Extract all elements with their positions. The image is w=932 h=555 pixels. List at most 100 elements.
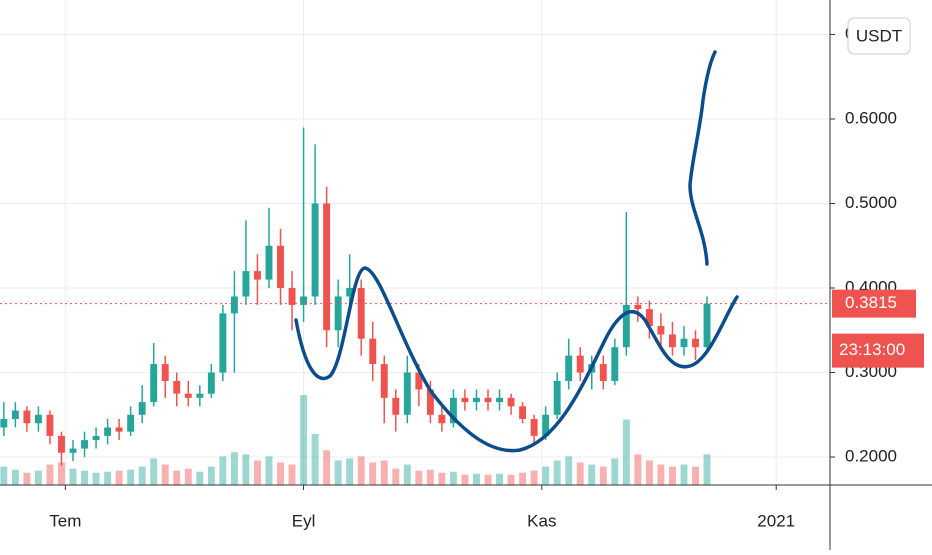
volume-bar [496, 473, 503, 485]
candle-body [138, 402, 146, 415]
candle-body [461, 397, 469, 403]
volume-bar [369, 462, 377, 485]
volume-bar [530, 470, 538, 485]
volume-bar [311, 433, 319, 485]
volume-bar [92, 472, 100, 485]
candle-body [530, 418, 538, 436]
volume-bar [230, 452, 238, 485]
volume-bar [0, 466, 8, 485]
currency-button[interactable] [847, 17, 911, 55]
candle-body [34, 414, 42, 424]
volume-bar [634, 454, 642, 485]
volume-bar [104, 471, 112, 485]
candle-body [668, 334, 676, 348]
x-tick-label: Kas [527, 511, 556, 530]
volume-bar [334, 460, 342, 485]
volume-bar [403, 464, 411, 485]
candle-body [369, 338, 377, 365]
candle-body [81, 440, 88, 449]
candle-body [403, 372, 411, 415]
candle-body [426, 389, 434, 415]
volume-bar [277, 462, 284, 485]
candle-body [357, 288, 365, 339]
volume-bar [703, 454, 711, 485]
volume-bar [288, 464, 296, 485]
candle-body [161, 364, 169, 381]
volume-bar [415, 470, 423, 485]
volume-bar [507, 474, 515, 485]
candle-body [323, 203, 331, 331]
volume-bar [692, 466, 699, 485]
volume-bar [323, 450, 331, 485]
candle-body [311, 203, 319, 297]
drawing-arrow [688, 50, 717, 266]
candle-body [484, 397, 492, 403]
volume-bar [611, 458, 619, 485]
candle-body [207, 372, 215, 394]
volume-bar [34, 470, 42, 485]
candle-body [115, 427, 123, 432]
candle-body [449, 397, 457, 424]
volume-bar [127, 469, 135, 485]
volume-bar [81, 470, 88, 485]
y-tick-label: 0.6000 [845, 108, 897, 127]
volume-bar [242, 454, 250, 485]
x-tick-label: Tem [49, 511, 81, 530]
candle-body [46, 414, 54, 436]
currency-label: USDT [856, 26, 902, 45]
volume-bar [69, 468, 77, 485]
candle-body [703, 303, 711, 348]
candle-body [11, 410, 19, 419]
volume-bar [253, 460, 261, 485]
candle-body [622, 304, 630, 348]
volume-bar [588, 464, 596, 485]
candle-body [265, 245, 273, 280]
candle-body [542, 414, 550, 436]
volume-bar [657, 464, 665, 485]
volume-bar [207, 466, 215, 485]
candle-body [277, 245, 284, 289]
candle-body [392, 397, 400, 415]
volume-bar [219, 456, 227, 485]
candle-body [692, 338, 699, 348]
candle-body [92, 435, 100, 441]
volume-bar [392, 468, 400, 485]
last-price-label: 0.3815 [845, 293, 897, 312]
volume-bar [553, 460, 561, 485]
volume-bar [576, 462, 584, 485]
volume-bar [184, 468, 192, 485]
volume-bar [11, 469, 19, 485]
countdown-box [832, 333, 924, 368]
candle-body [104, 427, 112, 436]
axis-layer: 0.20000.30000.40000.50000.60000.7000TemE… [49, 24, 924, 530]
volume-bar [196, 471, 204, 485]
volume-bar [426, 469, 434, 485]
candle-body [58, 435, 65, 453]
candle-body [519, 406, 527, 419]
x-tick-label: Eyl [292, 511, 316, 530]
grid [0, 0, 830, 485]
volume-bar [23, 472, 31, 485]
volume-bar [622, 419, 630, 485]
volume-layer [0, 395, 711, 485]
candle-body [127, 414, 135, 432]
candle-body [334, 296, 342, 331]
volume-bar [542, 466, 550, 485]
drawing-cup [294, 266, 739, 453]
volume-bar [484, 474, 492, 485]
candle-body [553, 380, 561, 415]
volume-bar [449, 471, 457, 485]
candle-body [645, 309, 653, 327]
volume-bar [150, 458, 158, 485]
candle-body [657, 326, 665, 335]
candle-body [196, 393, 204, 398]
volume-bar [461, 474, 469, 485]
candle-body [253, 271, 261, 280]
candle-body [496, 397, 503, 403]
volume-bar [519, 472, 527, 485]
volume-bar [473, 473, 480, 485]
y-tick-label: 0.2000 [845, 447, 897, 466]
volume-bar [565, 456, 573, 485]
volume-bar [300, 395, 308, 485]
